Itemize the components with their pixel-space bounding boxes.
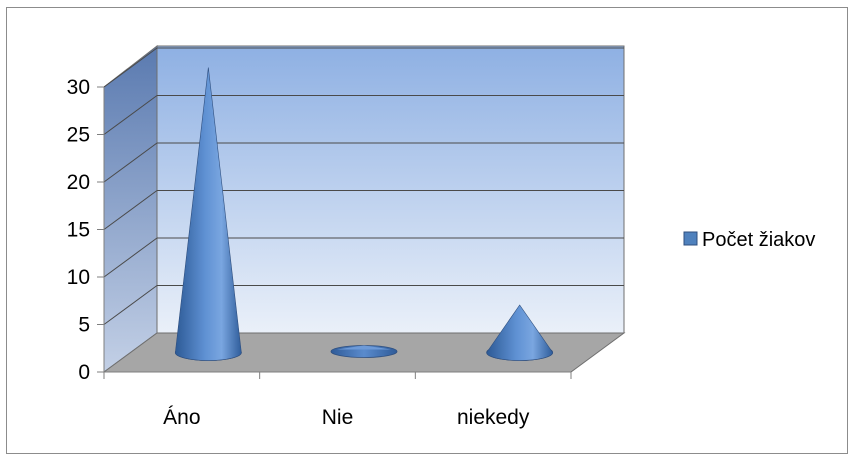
x-tick-label: Nie [322, 406, 354, 429]
y-tick-label: 0 [78, 361, 90, 384]
cones [174, 67, 554, 361]
gridline-side [103, 95, 158, 135]
gridlines [103, 47, 624, 325]
y-tick-label: 25 [67, 124, 90, 147]
y-tick-label: 5 [78, 314, 90, 337]
cone-nie [330, 345, 398, 358]
y-tick-label: 30 [67, 76, 90, 99]
cone-body [486, 304, 553, 361]
y-axis-ticks: 0 5 10 15 20 25 30 [67, 76, 104, 384]
side-wall [103, 44, 158, 373]
gridline-side [103, 142, 158, 183]
gridline-side [103, 237, 158, 278]
legend-swatch [683, 231, 698, 246]
y-tick-label: 10 [67, 266, 90, 289]
x-axis-ticks: Áno Nie niekedy [103, 372, 572, 429]
y-tick-label: 15 [67, 219, 90, 242]
legend: Počet žiakov [683, 229, 815, 251]
legend-label: Počet žiakov [702, 229, 815, 251]
cone-body [175, 67, 242, 361]
gridline-side [103, 47, 158, 88]
cone-body [337, 345, 391, 350]
gridline-side [103, 285, 158, 325]
cone-áno [174, 67, 242, 361]
cone-niekedy [486, 304, 554, 361]
x-tick-label: niekedy [457, 406, 530, 429]
x-tick-label: Áno [163, 406, 200, 429]
y-tick-label: 20 [67, 171, 90, 194]
gridline-side [103, 190, 158, 230]
